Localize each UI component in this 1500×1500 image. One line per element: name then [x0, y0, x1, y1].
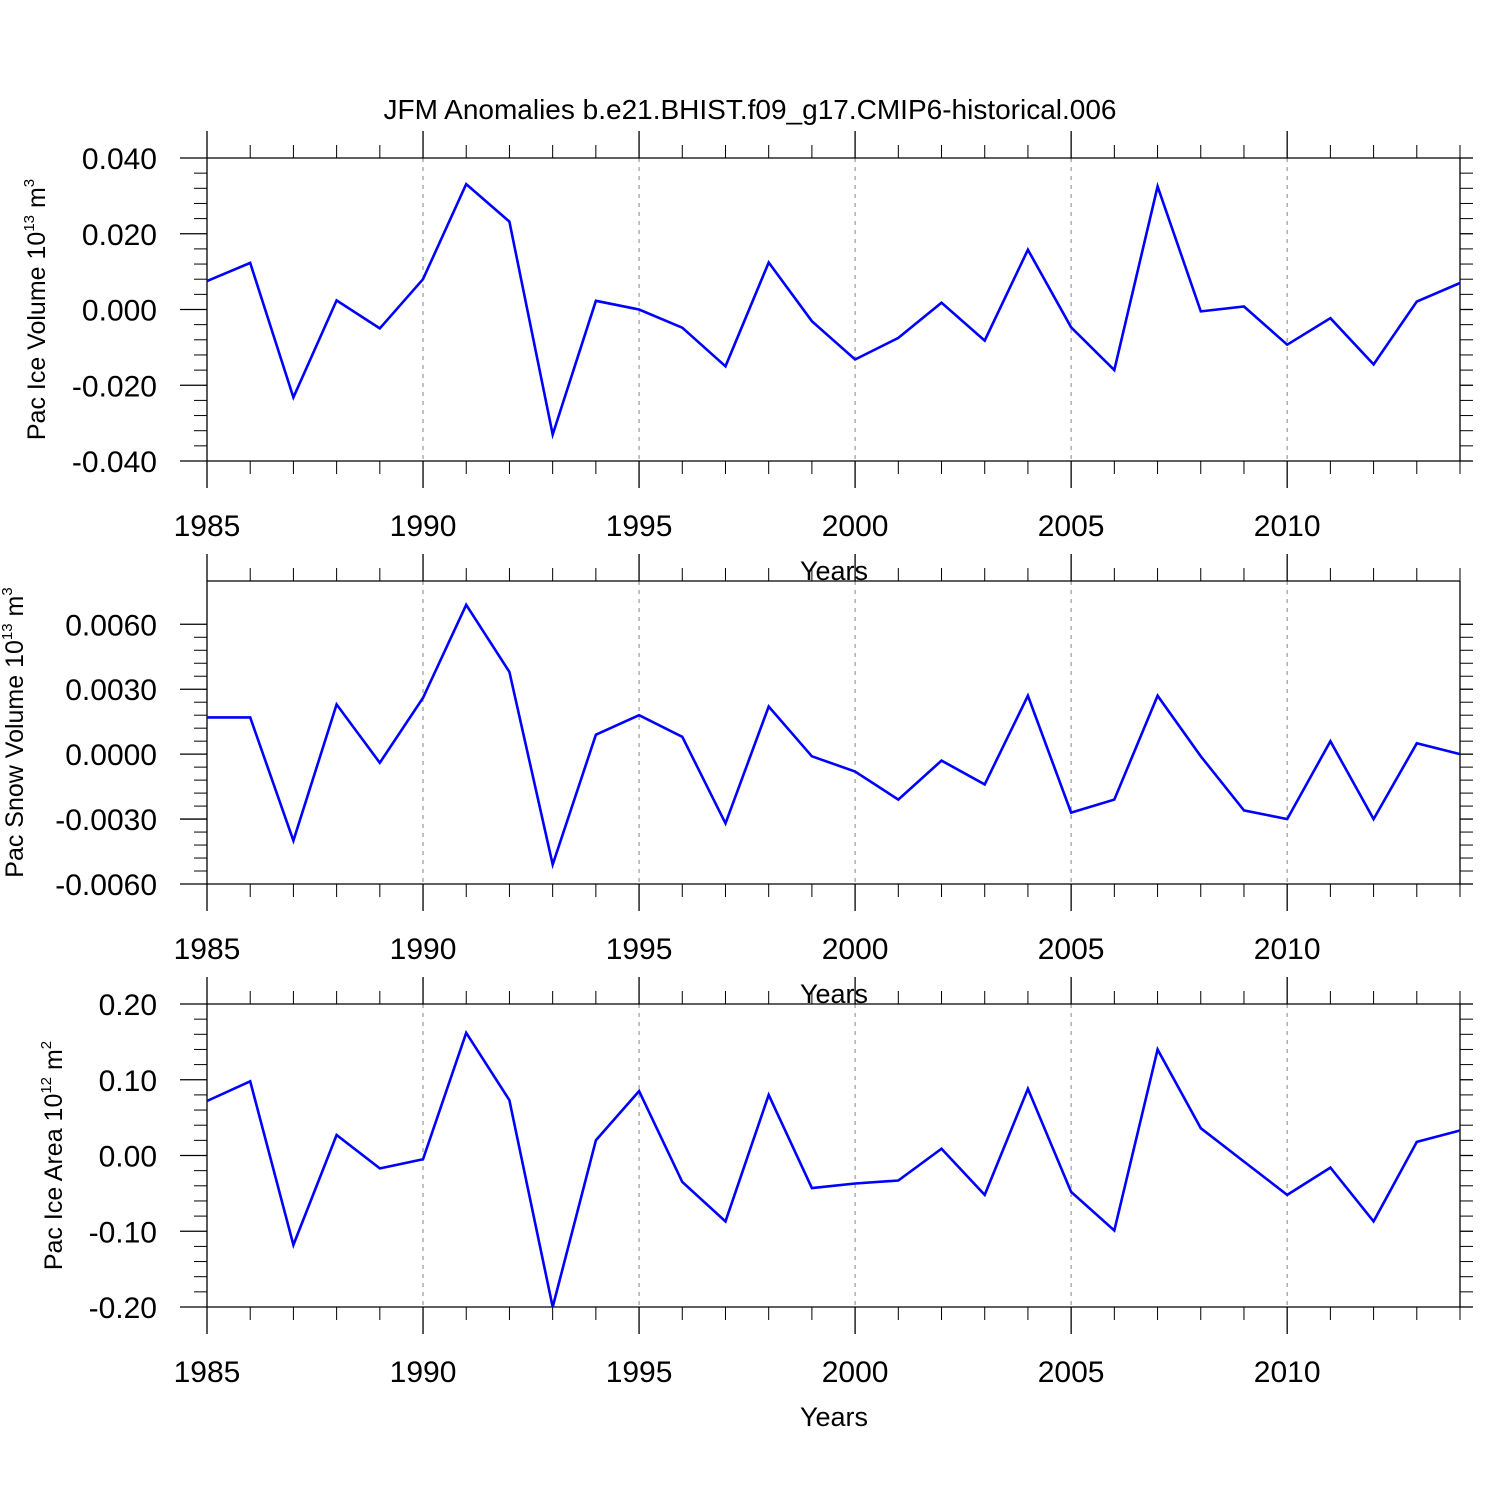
- y-tick-label: 0.10: [99, 1065, 157, 1098]
- y-tick-label: -0.020: [72, 370, 157, 403]
- y-axis-label: Pac Ice Volume 1013 m3: [21, 179, 51, 440]
- y-tick-label: -0.20: [89, 1292, 157, 1325]
- series-line: [207, 602, 1461, 870]
- y-tick-label: 0.020: [82, 219, 157, 252]
- x-tick-label: 1990: [390, 933, 457, 966]
- chart-panel-1: -0.040 -0.020 0.000 0.020 0.040 1985 1990 1995 2…: [21, 131, 1473, 586]
- x-tick-label: 2000: [822, 1356, 889, 1389]
- x-tick-label: 1995: [606, 510, 673, 543]
- y-axis-label: Pac Snow Volume 1013 m3: [0, 587, 29, 877]
- x-tick-label: 2000: [822, 933, 889, 966]
- x-tick-label: 2010: [1254, 510, 1321, 543]
- x-tick-label: 1995: [606, 933, 673, 966]
- x-tick-label: 1995: [606, 1356, 673, 1389]
- y-tick-label: 0.0030: [65, 674, 157, 707]
- chart-panel-3: -0.20 -0.10 0.00 0.10 0.20 1985 1990 1995 2000 20…: [38, 977, 1473, 1432]
- x-tick-label: 2005: [1038, 510, 1105, 543]
- x-tick-label: 2010: [1254, 1356, 1321, 1389]
- y-tick-label: 0.00: [99, 1141, 157, 1174]
- y-tick-label: 0.040: [82, 143, 157, 176]
- x-tick-label: 1985: [174, 933, 241, 966]
- chart-panel-2: -0.0060 -0.0030 0.0000 0.0030 0.0060 1985 1990…: [0, 554, 1473, 1009]
- y-tick-label: 0.20: [99, 989, 157, 1022]
- x-tick-label: 1985: [174, 1356, 241, 1389]
- x-tick-label: 2000: [822, 510, 889, 543]
- y-tick-label: 0.0060: [65, 609, 157, 642]
- y-tick-label: -0.10: [89, 1216, 157, 1249]
- series-line: [206, 1029, 1461, 1308]
- x-axis-label: Years: [800, 1402, 868, 1432]
- y-tick-label: -0.0030: [55, 804, 157, 837]
- x-tick-label: 2005: [1038, 1356, 1105, 1389]
- y-tick-label: 0.0000: [65, 739, 157, 772]
- x-tick-label: 2010: [1254, 933, 1321, 966]
- y-tick-label: -0.0060: [55, 869, 157, 902]
- y-tick-label: -0.040: [72, 446, 157, 479]
- x-tick-label: 2005: [1038, 933, 1105, 966]
- y-tick-label: 0.000: [82, 295, 157, 328]
- figure-title: JFM Anomalies b.e21.BHIST.f09_g17.CMIP6-…: [383, 94, 1116, 125]
- y-axis-label: Pac Ice Area 1012 m2: [38, 1041, 68, 1270]
- series-line: [206, 181, 1461, 440]
- x-tick-label: 1990: [390, 1356, 457, 1389]
- x-tick-label: 1990: [390, 510, 457, 543]
- x-tick-label: 1985: [174, 510, 241, 543]
